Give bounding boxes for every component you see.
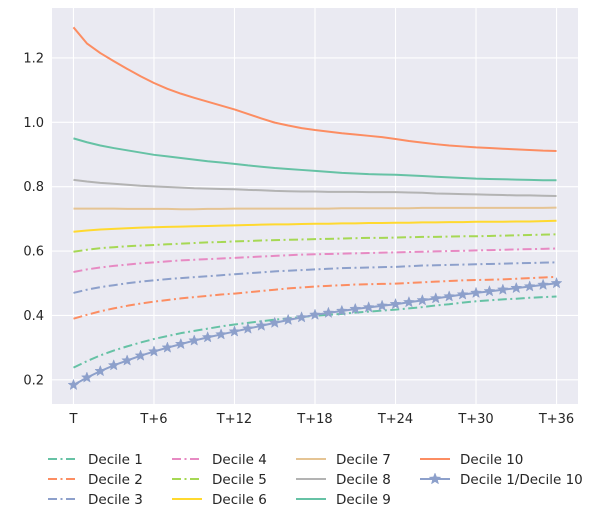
series-point-decile-1-decile-10: [483, 285, 496, 297]
series-point-decile-1-decile-10: [188, 334, 201, 346]
series-point-decile-1-decile-10: [429, 292, 442, 304]
legend-label: Decile 3: [88, 492, 143, 508]
series-point-decile-1-decile-10: [282, 313, 295, 326]
x-tick-label: T+12: [216, 412, 252, 427]
legend-label: Decile 9: [336, 492, 391, 508]
series-point-decile-1-decile-10: [376, 299, 389, 311]
series-lines: [67, 26, 563, 391]
x-axis-ticks: T T+6 T+12 T+18 T+24 T+30 T+36: [68, 412, 574, 427]
legend: Decile 1 Decile 2 Decile 3 Decile 4 Decile 5…: [48, 452, 583, 508]
series-line-decile-3: [73, 261, 557, 294]
series-point-decile-1-decile-10: [241, 322, 254, 334]
series-point-decile-1-decile-10: [107, 359, 120, 371]
legend-label: Decile 4: [212, 452, 267, 468]
legend-label: Decile 7: [336, 452, 391, 468]
legend-entry-decile-6: Decile 6: [172, 492, 267, 508]
legend-entry-decile-1: Decile 1: [48, 452, 143, 468]
series-line-decile-10: [72, 26, 557, 152]
legend-label: Decile 6: [212, 492, 267, 508]
series-point-decile-1-decile-10: [67, 378, 80, 391]
x-tick-label: T+36: [538, 412, 574, 427]
y-tick-label: 0.6: [23, 245, 44, 260]
legend-entry-decile-9: Decile 9: [296, 492, 391, 508]
legend-label: Decile 2: [88, 472, 143, 488]
series-point-decile-1-decile-10: [309, 308, 321, 320]
series-line-decile-8: [73, 178, 557, 198]
y-tick-label: 0.2: [23, 373, 44, 388]
series-point-decile-1-decile-10: [349, 302, 362, 315]
legend-entry-decile-3: Decile 3: [48, 492, 143, 508]
legend-label: Decile 5: [212, 472, 267, 488]
x-tick-label: T+6: [139, 412, 167, 427]
series-line-decile-6: [73, 219, 557, 233]
legend-entry-decile-8: Decile 8: [296, 472, 391, 488]
series-point-decile-1-decile-10: [215, 328, 228, 340]
series-line-decile-7: [73, 206, 557, 211]
series-point-decile-1-decile-10: [228, 325, 241, 337]
legend-entry-decile-4: Decile 4: [172, 452, 267, 468]
series-point-decile-1-decile-10: [80, 371, 93, 383]
series-point-decile-1-decile-10: [255, 319, 268, 331]
legend-entry-decile-1-decile-10: Decile 1/Decile 10: [420, 472, 583, 488]
series-point-decile-1-decile-10: [201, 331, 214, 343]
series-point-decile-1-decile-10: [456, 288, 469, 300]
y-tick-label: 1.0: [23, 116, 44, 131]
series-point-decile-1-decile-10: [470, 286, 483, 299]
series-point-decile-1-decile-10: [402, 295, 415, 308]
series-line-decile-9: [73, 137, 557, 182]
series-point-decile-1-decile-10: [510, 281, 523, 294]
x-tick-label: T+18: [296, 412, 332, 427]
series-point-decile-1-decile-10: [496, 283, 509, 295]
series-point-decile-1-decile-10: [523, 280, 536, 292]
legend-label: Decile 1: [88, 452, 143, 468]
series-point-decile-1-decile-10: [268, 316, 281, 328]
legend-marker: [428, 472, 442, 485]
y-tick-label: 1.2: [23, 51, 44, 66]
series-point-decile-1-decile-10: [147, 345, 160, 357]
series-point-decile-1-decile-10: [322, 306, 335, 318]
series-point-decile-1-decile-10: [121, 354, 134, 366]
series-point-decile-1-decile-10: [134, 349, 147, 361]
legend-entry-decile-10: Decile 10: [420, 452, 523, 468]
x-tick-label: T: [68, 412, 77, 427]
x-tick-label: T+30: [457, 412, 493, 427]
legend-label: Decile 10: [460, 452, 523, 468]
legend-label: Decile 8: [336, 472, 391, 488]
series-line-decile-4: [73, 247, 557, 273]
legend-entry-decile-5: Decile 5: [172, 472, 267, 488]
series-point-decile-1-decile-10: [389, 297, 402, 310]
series-point-decile-1-decile-10: [362, 301, 375, 313]
series-point-decile-1-decile-10: [94, 364, 107, 377]
y-tick-label: 0.4: [23, 309, 44, 324]
series-point-decile-1-decile-10: [174, 337, 187, 350]
series-point-decile-1-decile-10: [443, 290, 456, 302]
series-point-decile-1-decile-10: [295, 311, 308, 323]
series-line-decile-5: [73, 233, 557, 253]
series-point-decile-1-decile-10: [550, 276, 563, 289]
y-tick-label: 0.8: [23, 180, 44, 195]
legend-label: Decile 1/Decile 10: [460, 472, 583, 488]
series-point-decile-1-decile-10: [416, 294, 429, 306]
series-point-decile-1-decile-10: [335, 304, 348, 317]
legend-entry-decile-2: Decile 2: [48, 472, 143, 488]
series-point-decile-1-decile-10: [537, 278, 550, 290]
x-tick-label: T+24: [377, 412, 413, 427]
y-axis-ticks: 0.2 0.4 0.6 0.8 1.0 1.2: [23, 51, 44, 388]
legend-entry-decile-7: Decile 7: [296, 452, 391, 468]
series-point-decile-1-decile-10: [161, 341, 174, 353]
